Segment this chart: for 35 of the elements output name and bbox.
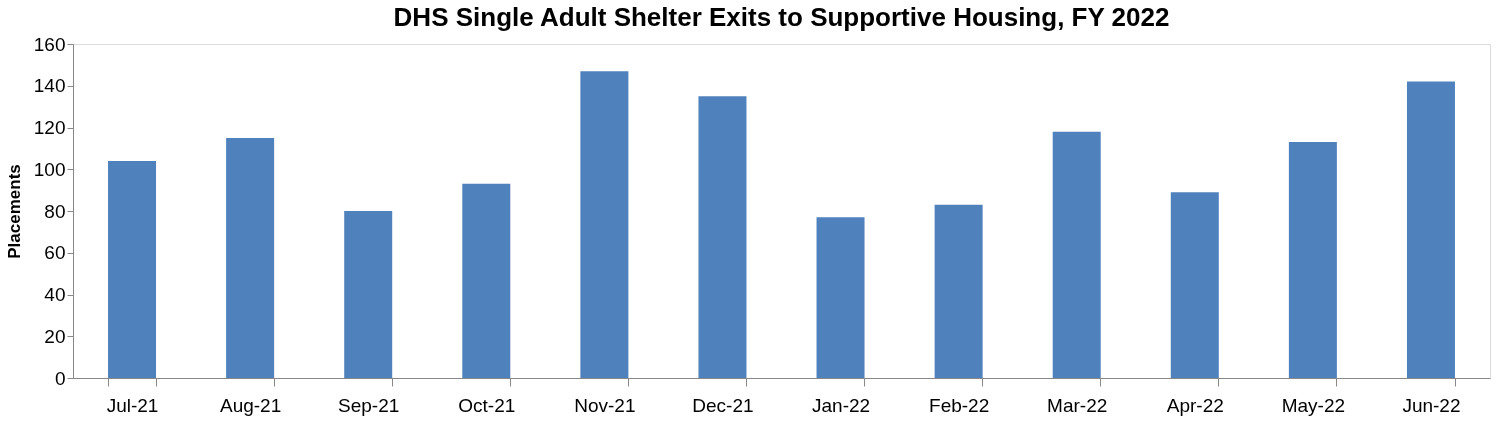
chart-title: DHS Single Adult Shelter Exits to Supportive Housing, FY 2022 xyxy=(393,2,1170,32)
bar xyxy=(462,183,511,378)
x-tick-label: Apr-22 xyxy=(1166,394,1224,416)
x-tick-label: Mar-22 xyxy=(1047,394,1108,416)
x-tick-label: Jul-21 xyxy=(106,394,159,416)
y-tick-label: 160 xyxy=(33,33,66,55)
y-tick-label: 60 xyxy=(44,242,66,264)
bar xyxy=(1052,131,1101,378)
bar xyxy=(344,211,393,378)
bar xyxy=(226,137,275,378)
y-axis-title: Placements xyxy=(4,164,24,259)
bar xyxy=(580,71,629,378)
bar xyxy=(698,96,747,378)
x-tick-label: Jun-22 xyxy=(1402,394,1461,416)
x-tick-label: Dec-21 xyxy=(692,394,754,416)
bar xyxy=(1288,142,1337,378)
x-tick-label: May-22 xyxy=(1281,394,1346,416)
x-tick-label: Feb-22 xyxy=(929,394,990,416)
y-tick-label: 0 xyxy=(54,367,66,389)
y-tick-label: 20 xyxy=(44,325,66,347)
bar xyxy=(934,204,983,378)
bar xyxy=(1406,81,1455,378)
y-tick-label: 100 xyxy=(33,158,66,180)
bar xyxy=(108,160,157,378)
x-tick-label: Jan-22 xyxy=(811,394,871,416)
bar xyxy=(816,217,865,378)
y-tick-label: 40 xyxy=(44,284,66,305)
y-tick-label: 80 xyxy=(44,200,66,222)
x-tick-label: Nov-21 xyxy=(574,394,636,416)
y-tick-label: 140 xyxy=(33,75,66,97)
x-tick-label: Sep-21 xyxy=(338,394,400,416)
x-tick-label: Oct-21 xyxy=(458,394,516,416)
bar xyxy=(1170,192,1219,378)
y-tick-label: 120 xyxy=(33,117,66,138)
x-tick-label: Aug-21 xyxy=(219,394,282,416)
